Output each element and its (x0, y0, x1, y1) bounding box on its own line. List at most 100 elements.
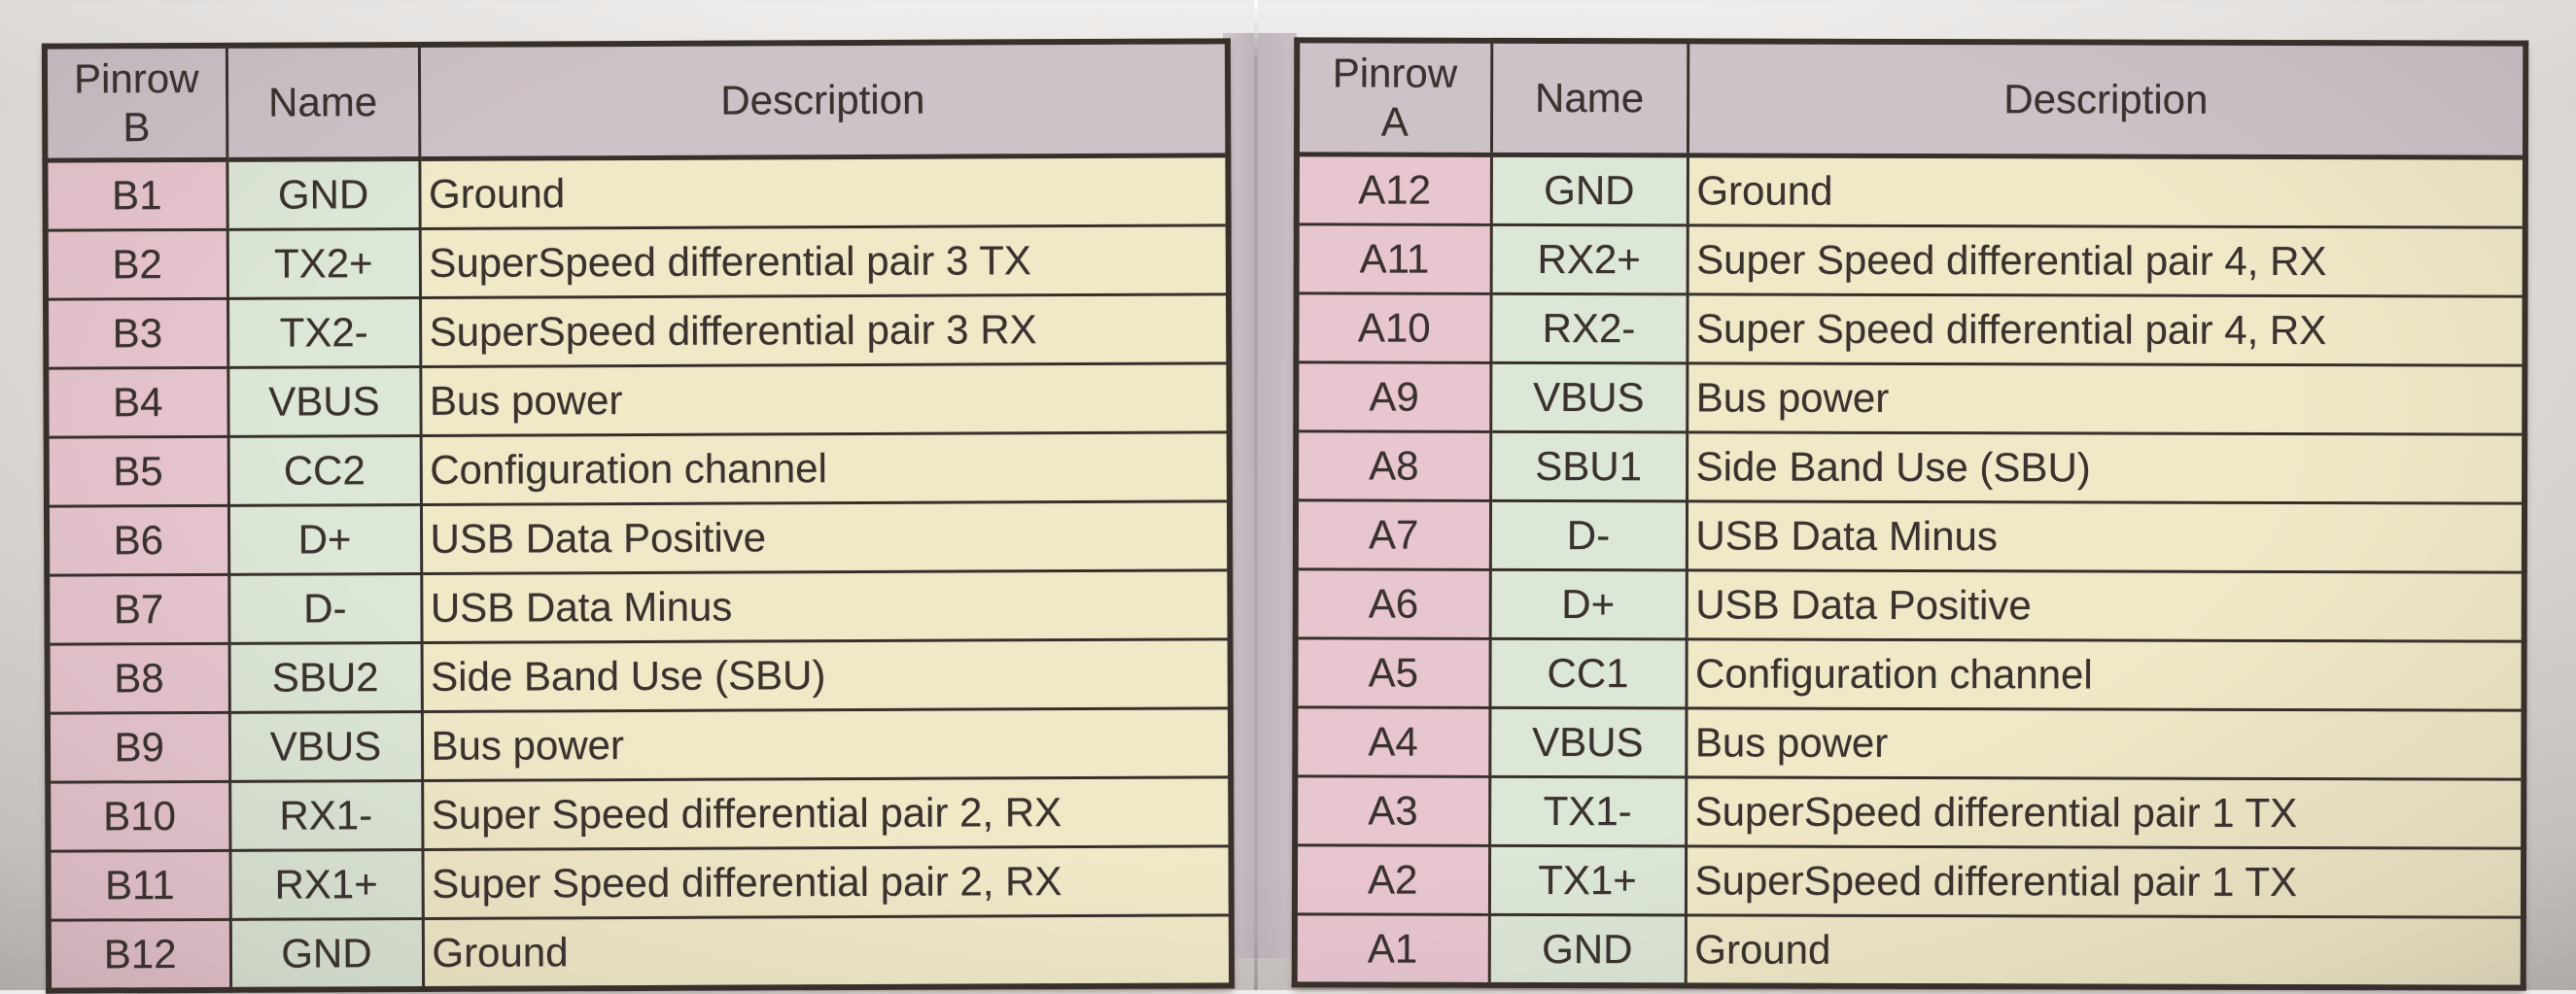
name-cell: D- (228, 573, 422, 644)
description-cell: Ground (1687, 154, 2525, 228)
description-cell: Super Speed differential pair 4, RX (1687, 293, 2525, 366)
table-row: B9 VBUS Bus power (47, 707, 1232, 783)
header-pin-line2: B (122, 104, 151, 151)
table-row: A8 SBU1 Side Band Use (SBU) (1296, 430, 2525, 504)
name-cell: RX1- (229, 780, 423, 851)
table-row: A6 D+ USB Data Positive (1295, 568, 2524, 642)
description-cell: SuperSpeed differential pair 3 TX (419, 224, 1230, 298)
description-cell: SuperSpeed differential pair 3 RX (420, 293, 1230, 367)
name-cell: GND (1488, 914, 1686, 986)
description-cell: Super Speed differential pair 4, RX (1687, 224, 2525, 297)
pin-cell: B4 (46, 367, 228, 438)
table-row: A9 VBUS Bus power (1296, 361, 2525, 435)
name-cell: D- (1489, 500, 1688, 570)
pin-cell: A2 (1294, 844, 1490, 915)
pin-cell: A10 (1296, 292, 1491, 363)
name-cell: RX2- (1490, 293, 1688, 363)
pin-cell: B9 (47, 712, 230, 783)
header-row: Pinrow A Name Description (1296, 40, 2526, 158)
name-cell: D+ (227, 504, 422, 575)
pinrow-b-header-name: Name (226, 44, 420, 160)
header-pin-line2: A (1380, 98, 1409, 145)
pin-cell: A4 (1295, 706, 1490, 777)
description-cell: Super Speed differential pair 2, RX (422, 776, 1232, 850)
page-gutter (1223, 33, 1297, 958)
pin-cell: B8 (47, 643, 229, 714)
table-row: A2 TX1+ SuperSpeed differential pair 1 TX (1294, 844, 2524, 918)
description-cell: Bus power (420, 362, 1230, 436)
pin-cell: A5 (1295, 637, 1490, 708)
description-cell: Bus power (421, 707, 1232, 781)
table-row: A3 TX1- SuperSpeed differential pair 1 TX (1295, 775, 2524, 849)
description-cell: USB Data Positive (1686, 569, 2524, 642)
name-cell: TX1+ (1488, 845, 1687, 915)
pinrow-b-header-pin: Pinrow B (44, 45, 227, 161)
name-cell: SBU2 (228, 642, 422, 713)
description-cell: Ground (422, 914, 1233, 989)
pin-cell: A12 (1296, 154, 1491, 225)
name-cell: GND (226, 158, 420, 230)
name-cell: RX2+ (1490, 224, 1688, 294)
description-cell: USB Data Minus (1686, 500, 2525, 573)
table-row: A5 CC1 Configuration channel (1295, 637, 2524, 711)
pin-cell: A9 (1296, 361, 1491, 432)
table-row: B10 RX1- Super Speed differential pair 2, … (48, 776, 1232, 852)
table-row: B12 GND Ground (48, 914, 1233, 991)
pin-cell: B1 (45, 159, 227, 231)
description-cell: Ground (1685, 914, 2524, 988)
description-cell: SuperSpeed differential pair 1 TX (1686, 776, 2524, 849)
pin-cell: A8 (1296, 430, 1491, 501)
name-cell: RX1+ (229, 849, 423, 920)
table-row: B3 TX2- SuperSpeed differential pair 3 RX (46, 293, 1230, 369)
pin-cell: A11 (1296, 223, 1491, 294)
description-cell: Bus power (1686, 707, 2524, 780)
pin-cell: B3 (46, 298, 228, 369)
pinrow-b-header-description: Description (418, 41, 1229, 159)
pin-cell: B10 (48, 781, 230, 852)
name-cell: VBUS (1490, 362, 1688, 432)
table-row: B7 D- USB Data Minus (47, 569, 1231, 645)
pin-cell: A7 (1295, 499, 1491, 570)
name-cell: VBUS (227, 366, 421, 437)
table-row: A11 RX2+ Super Speed differential pair 4, … (1296, 223, 2525, 297)
header-pin-line1: Pinrow (73, 55, 199, 102)
description-cell: USB Data Positive (420, 500, 1231, 574)
description-cell: Bus power (1687, 362, 2525, 435)
header-row: Pinrow B Name Description (44, 41, 1229, 161)
table-row: A1 GND Ground (1294, 913, 2524, 988)
description-cell: USB Data Minus (421, 569, 1231, 643)
name-cell: TX2+ (226, 228, 421, 299)
pinrow-a-header-pin: Pinrow A (1296, 40, 1492, 155)
description-cell: Side Band Use (SBU) (1687, 431, 2525, 504)
description-cell: Super Speed differential pair 2, RX (422, 845, 1232, 919)
name-cell: TX2- (227, 297, 421, 368)
name-cell: GND (1490, 154, 1688, 225)
pin-cell: B5 (46, 436, 228, 507)
pinrow-a-header-name: Name (1490, 40, 1688, 155)
table-row: B6 D+ USB Data Positive (46, 500, 1231, 576)
name-cell: GND (229, 918, 424, 990)
page-fold-line (1254, 0, 1258, 990)
name-cell: CC1 (1489, 638, 1687, 708)
table-row: A4 VBUS Bus power (1295, 706, 2524, 780)
table-row: A12 GND Ground (1296, 154, 2525, 228)
description-cell: Configuration channel (420, 431, 1230, 505)
name-cell: SBU1 (1490, 431, 1688, 501)
table-row: B1 GND Ground (45, 154, 1229, 231)
name-cell: VBUS (1489, 707, 1687, 777)
pinrow-a-header-description: Description (1687, 41, 2526, 158)
pin-cell: B12 (48, 919, 231, 991)
description-cell: Side Band Use (SBU) (421, 638, 1231, 712)
table-row: B4 VBUS Bus power (46, 362, 1230, 438)
table-row: B8 SBU2 Side Band Use (SBU) (47, 638, 1231, 714)
pin-cell: A3 (1295, 775, 1490, 846)
pinrow-b-table: Pinrow B Name Description B1 GND Ground B2 T… (41, 38, 1236, 994)
name-cell: CC2 (227, 435, 421, 506)
table-row: B11 RX1+ Super Speed differential pair 2, … (48, 845, 1232, 921)
description-cell: Configuration channel (1686, 638, 2524, 711)
pin-cell: A6 (1295, 568, 1490, 639)
pin-cell: B6 (46, 505, 229, 576)
pin-cell: B2 (45, 229, 228, 300)
pin-cell: A1 (1294, 913, 1489, 985)
table-row: B5 CC2 Configuration channel (46, 431, 1230, 507)
